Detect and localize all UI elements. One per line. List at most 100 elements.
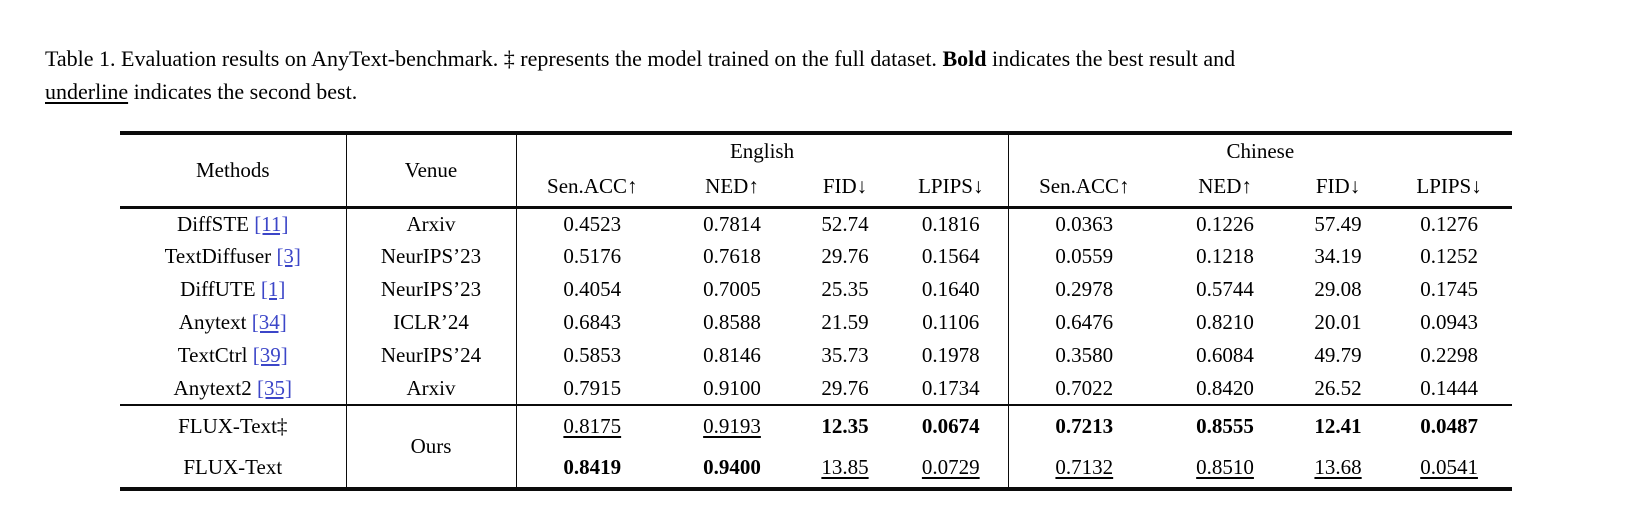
table-header: Methods Venue English Chinese Sen.ACC↑ N… xyxy=(120,133,1513,207)
metric-cell: 0.1816 xyxy=(894,207,1009,240)
metric-value: 0.9400 xyxy=(703,454,761,479)
table-row: TextDiffuser [3] NeurIPS’23 0.5176 0.7618 29… xyxy=(120,240,1512,273)
metric-cell: 0.5176 xyxy=(563,244,622,268)
metric-cell: 0.0943 xyxy=(1420,310,1478,334)
caption-segment: indicates the best result and xyxy=(986,46,1236,71)
metric-cell: 0.7618 xyxy=(703,244,761,268)
table-row: TextCtrl [39] NeurIPS’24 0.5853 0.8146 35.73… xyxy=(120,339,1512,372)
method-cell: Anytext [34] xyxy=(120,306,347,339)
caption-segment: Table 1. Evaluation results on AnyText-b… xyxy=(45,46,943,71)
metric-value: 12.35 xyxy=(821,414,869,438)
metric-cell: 0.7915 xyxy=(563,375,622,400)
metric-cell: 0.5744 xyxy=(1196,277,1254,301)
method-name: Anytext xyxy=(178,310,247,334)
group-header-row: Methods Venue English Chinese xyxy=(120,133,1512,207)
venue-cell: NeurIPS’23 xyxy=(346,240,517,273)
metric-cell: 0.1640 xyxy=(894,273,1009,306)
metric-cell: 20.01 xyxy=(1314,310,1362,334)
metric-cell: 0.9400 xyxy=(668,447,796,489)
metric-cell: 26.52 xyxy=(1314,375,1362,400)
header-lpips-english: LPIPS↓ xyxy=(894,167,1009,207)
metric-cell: 0.7132 xyxy=(1008,447,1160,489)
metric-cell: 34.19 xyxy=(1314,244,1362,268)
metric-cell: 0.8510 xyxy=(1160,447,1290,489)
metric-cell: 29.76 xyxy=(821,375,869,400)
metric-cell: 13.68 xyxy=(1290,447,1386,489)
method-cell: DiffUTE [1] xyxy=(120,273,347,306)
metric-value: 0.8419 xyxy=(563,454,622,479)
method-cell: TextCtrl [39] xyxy=(120,339,347,372)
method-name: DiffUTE xyxy=(180,277,256,301)
header-ned-english: NED↑ xyxy=(705,173,759,198)
metric-cell: 0.4054 xyxy=(563,277,622,301)
venue-cell: Arxiv xyxy=(346,207,517,240)
metric-value: 12.41 xyxy=(1314,414,1362,438)
venue-cell: NeurIPS’23 xyxy=(346,273,517,306)
metric-value: 0.7132 xyxy=(1055,454,1114,479)
caption-segment: indicates the second best. xyxy=(128,79,358,104)
metric-cell: 13.85 xyxy=(796,447,894,489)
method-cell: TextDiffuser [3] xyxy=(120,240,347,273)
header-lpips-chinese: LPIPS↓ xyxy=(1416,173,1482,198)
method-cell: FLUX-Text xyxy=(120,447,347,489)
metric-cell: 25.35 xyxy=(821,277,869,301)
metric-cell: 0.1252 xyxy=(1420,244,1478,268)
metric-value: 0.8510 xyxy=(1196,454,1254,479)
table-row: FLUX-Text 0.8419 0.9400 13.85 0.0729 0.7132 0.… xyxy=(120,447,1512,489)
metric-cell: 0.0559 xyxy=(1055,244,1114,268)
metric-cell: 0.6476 xyxy=(1055,310,1114,334)
venue-cell: ICLR’24 xyxy=(346,306,517,339)
metric-cell: 0.1745 xyxy=(1420,277,1478,301)
metric-cell: 57.49 xyxy=(1314,211,1362,236)
metric-cell: 21.59 xyxy=(821,310,869,334)
metric-cell: 0.5853 xyxy=(563,343,622,367)
caption-segment: underline xyxy=(45,79,129,104)
metric-cell: 0.1444 xyxy=(1420,375,1478,400)
metric-cell: 0.2978 xyxy=(1055,277,1114,301)
col-group-english: English xyxy=(516,133,1009,167)
metric-cell: 0.8555 xyxy=(1160,405,1290,447)
metric-cell: 0.8419 xyxy=(516,447,668,489)
header-fid-chinese: FID↓ xyxy=(1315,173,1361,198)
citation-link[interactable]: [35] xyxy=(256,375,292,400)
citation-link[interactable]: [3] xyxy=(276,244,301,268)
col-group-chinese: Chinese xyxy=(1226,138,1295,163)
venue-cell: Arxiv xyxy=(346,372,517,405)
table-row: DiffSTE [11] Arxiv 0.4523 0.7814 52.74 0.1816… xyxy=(120,207,1512,240)
metric-cell: 0.6843 xyxy=(563,310,622,334)
method-name: TextDiffuser xyxy=(164,244,272,268)
metric-cell: 0.0487 xyxy=(1386,405,1512,447)
metric-cell: 0.7213 xyxy=(1008,405,1160,447)
metric-cell: 0.1276 xyxy=(1420,211,1478,236)
venue-cell: NeurIPS’24 xyxy=(346,339,517,372)
metric-header-row: Sen.ACC↑ NED↑ FID↓ LPIPS↓ Sen.ACC↑ NED↑ … xyxy=(120,167,1512,207)
header-fid-english: FID↓ xyxy=(822,173,868,198)
header-sen-acc-english: Sen.ACC↑ xyxy=(547,173,638,198)
method-name: Anytext2 xyxy=(173,375,252,400)
header-ned-chinese: NED↑ xyxy=(1198,173,1252,198)
table-row: FLUX-Text‡ Ours 0.8175 0.9193 12.35 0.0674 0.7… xyxy=(120,405,1512,489)
metric-cell: 0.0729 xyxy=(894,447,1009,489)
method-cell: FLUX-Text‡ xyxy=(120,405,347,447)
method-cell: Anytext2 [35] xyxy=(120,372,347,405)
citation-link[interactable]: [34] xyxy=(251,310,287,334)
metric-cell: 0.1226 xyxy=(1196,211,1254,236)
metric-value: 13.85 xyxy=(821,454,869,479)
citation-link[interactable]: [1] xyxy=(260,277,286,301)
col-header-venue: Venue xyxy=(346,133,517,207)
header-sen-acc-chinese: Sen.ACC↑ xyxy=(1039,173,1130,198)
citation-link[interactable]: [11] xyxy=(254,211,289,236)
table-caption: Table 1. Evaluation results on AnyText-b… xyxy=(45,42,1493,108)
metric-cell: 0.8588 xyxy=(703,310,761,334)
metric-cell: 0.1564 xyxy=(894,240,1009,273)
table-row: DiffUTE [1] NeurIPS’23 0.4054 0.7005 25.35 0.… xyxy=(120,273,1512,306)
method-cell: DiffSTE [11] xyxy=(120,207,347,240)
metric-cell: 0.8420 xyxy=(1196,375,1254,400)
results-table: Methods Venue English Chinese Sen.ACC↑ N… xyxy=(120,131,1513,491)
metric-value: 0.8175 xyxy=(563,414,622,438)
metric-cell: 0.1978 xyxy=(894,339,1009,372)
metric-value: 13.68 xyxy=(1314,454,1362,479)
baseline-rows: DiffSTE [11] Arxiv 0.4523 0.7814 52.74 0.1816… xyxy=(120,207,1512,405)
metric-value: 0.0541 xyxy=(1420,454,1478,479)
citation-link[interactable]: [39] xyxy=(252,343,288,367)
